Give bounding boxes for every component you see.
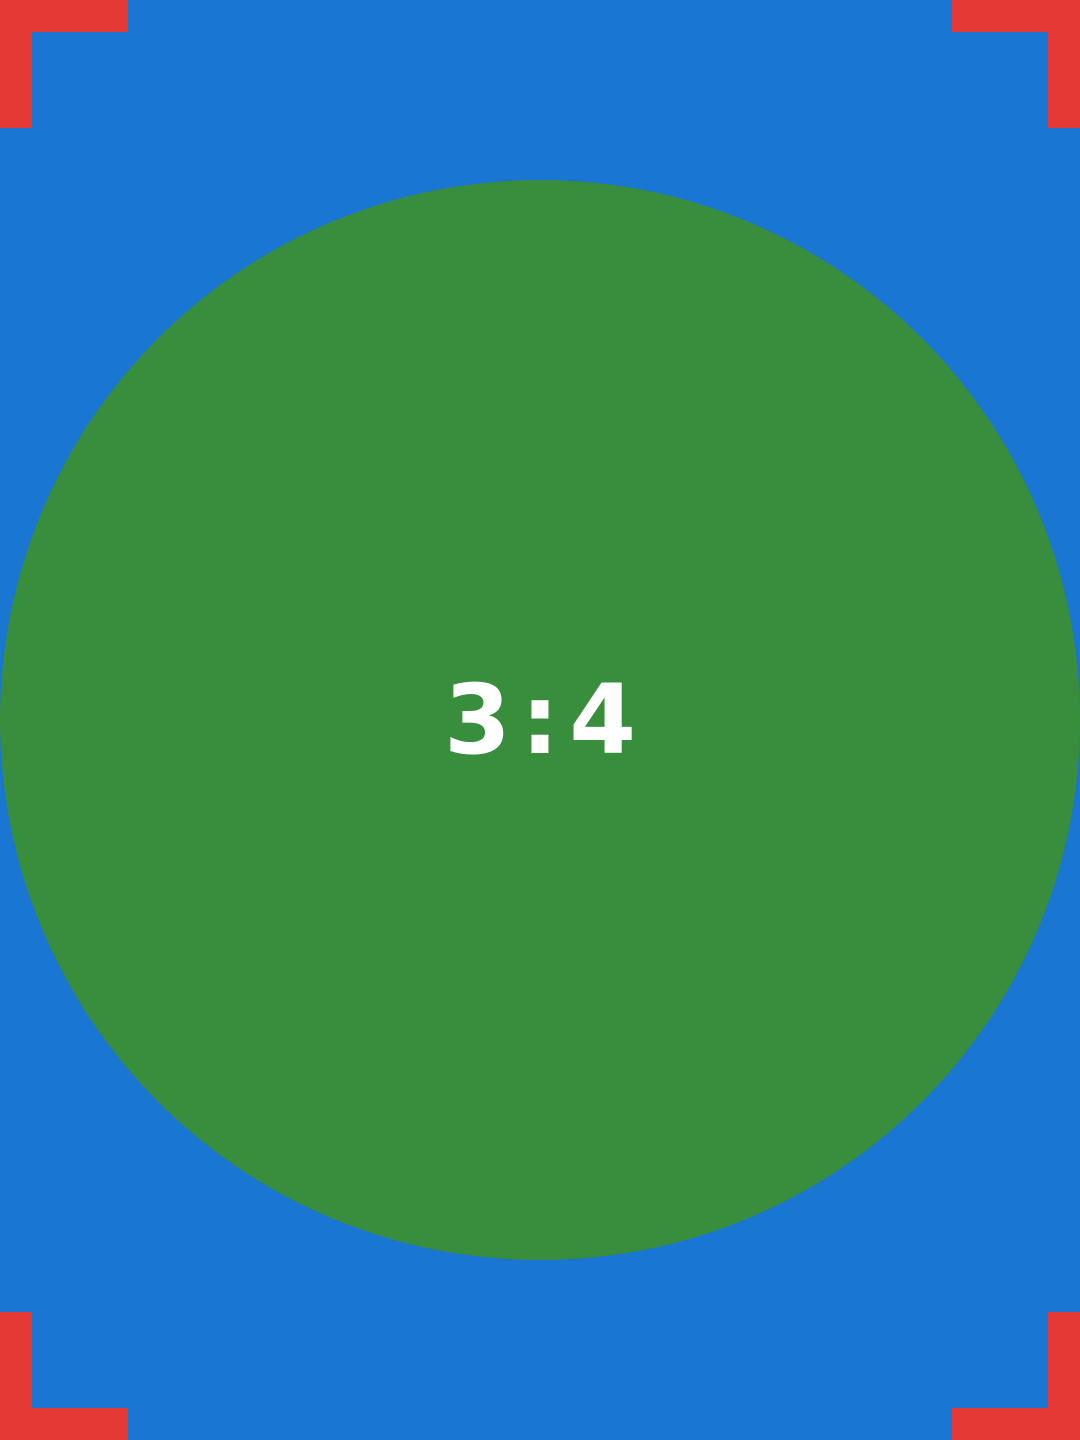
center-circle: 3:4 — [0, 180, 1080, 1260]
corner-mark-bottom-left — [0, 1312, 128, 1440]
corner-mark-top-left — [0, 0, 128, 128]
aspect-ratio-label: 3:4 — [444, 664, 646, 776]
corner-mark-bottom-right — [952, 1312, 1080, 1440]
corner-mark-top-right — [952, 0, 1080, 128]
